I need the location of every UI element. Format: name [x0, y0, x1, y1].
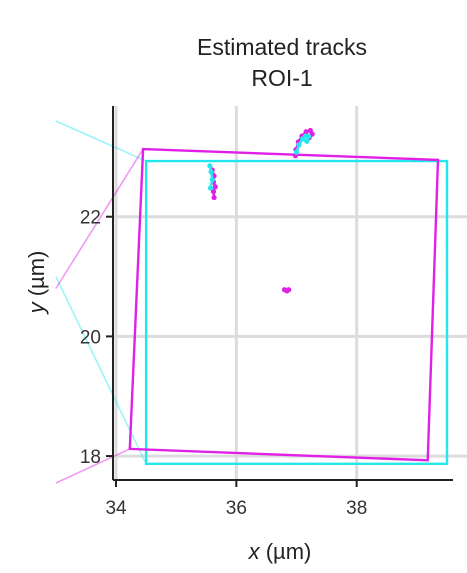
track-0-point-4	[210, 188, 217, 195]
y-axis-label-unit: (µm)	[24, 251, 49, 303]
tick-labels: 34 36 38 18 20 22	[80, 208, 367, 519]
x-axis-label-unit: (µm)	[260, 539, 312, 564]
x-axis-label-var: x	[248, 539, 261, 564]
track-3-point-1	[296, 142, 302, 148]
track-0-point-5	[211, 194, 217, 201]
x-tick-label-0: 34	[105, 498, 127, 519]
track-1-point-1	[208, 169, 214, 175]
track-0-point-3	[212, 184, 218, 190]
chart-subtitle: ROI-1	[251, 65, 312, 91]
tracks	[207, 127, 315, 294]
y-axis-label-var: y	[24, 300, 49, 315]
track-1	[208, 164, 214, 190]
x-tick-label-1: 36	[226, 498, 247, 519]
magenta-roi	[128, 147, 440, 462]
track-4-point-2	[286, 287, 292, 293]
track-3-point-4	[305, 133, 312, 140]
connector-line-2	[55, 148, 144, 289]
connector-lines	[55, 120, 147, 484]
y-tick-label-2: 22	[80, 208, 101, 229]
track-2-point-4	[303, 129, 309, 135]
chart-title: Estimated tracks	[197, 34, 367, 60]
gridlines	[113, 106, 467, 480]
connector-line-3	[55, 448, 131, 484]
track-3-point-0	[293, 149, 300, 155]
cyan-roi	[144, 159, 449, 465]
y-axis-label: y (µm)	[24, 251, 49, 316]
track-1-point-0	[207, 163, 213, 169]
x-axis-label: x (µm)	[248, 539, 312, 564]
y-tick-label-0: 18	[80, 447, 101, 468]
x-tick-label-2: 38	[346, 498, 367, 519]
track-1-point-3	[207, 185, 214, 191]
connector-line-0	[55, 120, 147, 162]
axes	[106, 106, 453, 487]
roi-boxes	[128, 147, 449, 465]
track-3-point-5	[304, 138, 310, 144]
track-1-point-2	[209, 177, 215, 183]
y-tick-label-1: 20	[80, 327, 101, 348]
